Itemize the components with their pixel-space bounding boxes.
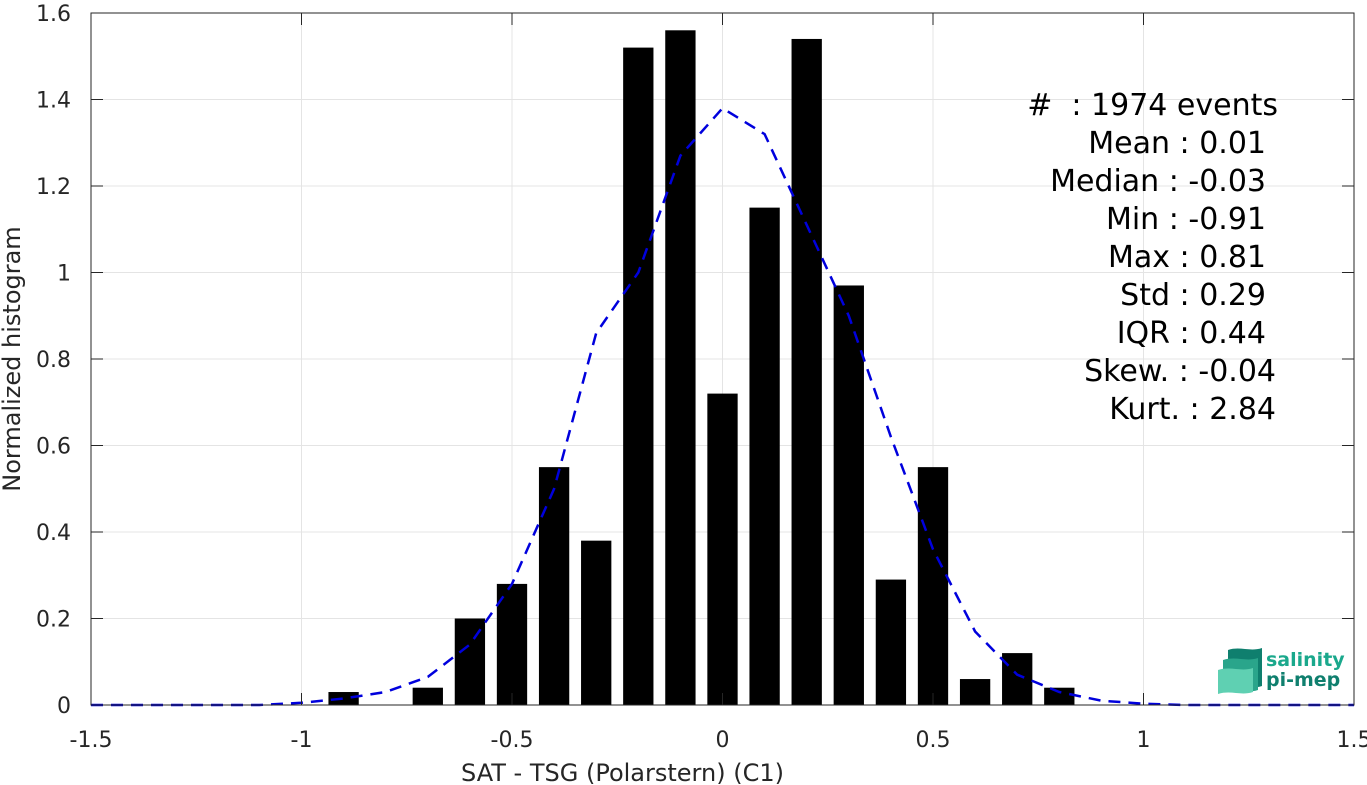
histogram-bar [623,47,654,706]
histogram-bar [917,467,949,705]
histogram-bar [665,30,696,706]
x-tick-label: 1.5 [1337,728,1367,753]
histogram-bar [1002,653,1033,705]
histogram-bar [538,467,570,705]
salinity-pi-mep-logo: salinity pi-mep [1218,648,1345,694]
y-tick-label: 0.4 [36,521,71,546]
stat-line: Skew. : -0.04 [1084,354,1276,389]
stat-line: IQR : 0.44 [1117,316,1266,351]
x-tick-label: 0 [716,728,730,753]
histogram-bar [412,687,443,705]
y-axis-ticks: 0 0.2 0.4 0.6 0.8 1 1.2 1.4 1.6 [36,2,1354,719]
histogram-bar [454,618,486,705]
y-axis-label: Normalized histogram [0,226,26,491]
fit-line-path [91,106,1354,707]
histogram-bar [875,579,907,705]
logo-text-pi-mep: pi-mep [1266,669,1340,691]
histogram-bars [328,30,1075,706]
y-tick-label: 0.8 [36,348,71,373]
stat-line: Median : -0.03 [1050,164,1266,199]
y-tick-label: 1.4 [36,89,71,114]
y-tick-label: 1 [57,262,71,287]
histogram-bar [1044,687,1075,705]
stat-line: Std : 0.29 [1120,278,1266,313]
stat-line: Kurt. : 2.84 [1109,392,1276,427]
normal-fit-curve [91,106,1354,707]
y-tick-label: 0 [57,694,71,719]
y-tick-label: 1.2 [36,175,71,200]
x-tick-label: 1 [1137,728,1151,753]
stat-line: Min : -0.91 [1106,202,1266,237]
histogram-bar [496,583,528,705]
histogram-bar [328,692,359,705]
histogram-bar [959,679,991,705]
x-tick-label: -1.5 [70,728,113,753]
x-tick-label: -0.5 [491,728,534,753]
y-tick-label: 0.2 [36,608,71,633]
histogram-bar [833,285,864,705]
histogram-bar [791,38,822,705]
histogram-bar [749,207,780,705]
y-tick-label: 1.6 [36,2,71,27]
logo-text-salinity: salinity [1266,649,1345,671]
x-axis-label: SAT - TSG (Polarstern) (C1) [461,759,784,785]
x-tick-label: -1 [291,728,313,753]
y-tick-label: 0.6 [36,435,71,460]
histogram-bar [581,540,612,705]
logo-waves-icon [1218,648,1262,694]
stat-line: Mean : 0.01 [1088,126,1266,161]
stat-line: Max : 0.81 [1108,240,1266,275]
x-axis-ticks: -1.5 -1 -0.5 0 0.5 1 1.5 [70,13,1367,753]
histogram-bar [707,393,738,705]
x-tick-label: 0.5 [916,728,951,753]
stat-line: # : 1974 events [1027,88,1278,123]
